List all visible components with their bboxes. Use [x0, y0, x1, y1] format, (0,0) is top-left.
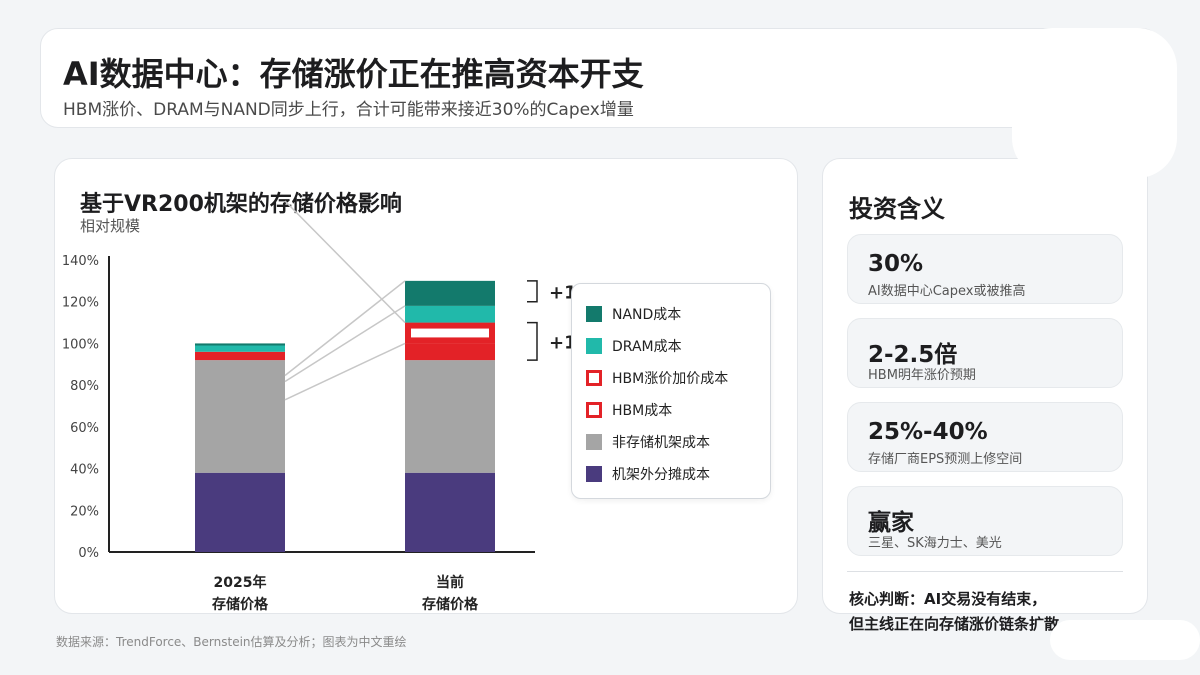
legend-label: DRAM成本: [612, 339, 682, 355]
y-tick-label: 120%: [62, 296, 99, 311]
page-title: AI数据中心：存储涨价正在推高资本开支: [63, 55, 644, 93]
metric-desc: HBM明年涨价预期: [868, 368, 976, 383]
metric-desc: 存储厂商EPS预测上修空间: [868, 452, 1023, 467]
legend-label: 机架外分摊成本: [612, 467, 710, 483]
legend-item: 非存储机架成本: [586, 426, 770, 458]
legend-item: NAND成本: [586, 298, 770, 330]
legend-swatch: [586, 370, 602, 386]
legend-swatch: [586, 402, 602, 418]
metric-desc: 三星、SK海力士、美光: [868, 536, 1002, 551]
legend-swatch: [586, 306, 602, 322]
y-tick-label: 100%: [62, 337, 99, 352]
legend-label: HBM涨价加价成本: [612, 371, 729, 387]
connector-line: [284, 200, 406, 324]
divider: [847, 571, 1123, 572]
connector-line: [284, 280, 406, 377]
core-judgment: 核心判断：AI交易没有结束， 但主线正在向存储涨价链条扩散。: [849, 587, 1074, 637]
metric-desc: AI数据中心Capex或被推高: [868, 284, 1026, 299]
legend-item: HBM成本: [586, 394, 770, 426]
legend-label: HBM成本: [612, 403, 673, 419]
metric-card-eps: 25%-40% 存储厂商EPS预测上修空间: [847, 402, 1123, 472]
metric-value: 25%-40%: [868, 419, 988, 445]
header-card: AI数据中心：存储涨价正在推高资本开支 HBM涨价、DRAM与NAND同步上行，…: [40, 28, 1160, 128]
legend-item: 机架外分摊成本: [586, 458, 770, 490]
y-tick-label: 20%: [70, 504, 99, 519]
cover-shape: [1012, 28, 1177, 178]
investment-implications-card: 投资含义 30% AI数据中心Capex或被推高 2-2.5倍 HBM明年涨价预…: [822, 158, 1148, 633]
page-subtitle: HBM涨价、DRAM与NAND同步上行，合计可能带来接近30%的Capex增量: [63, 100, 634, 120]
bar-segment: [405, 322, 495, 344]
legend-item: HBM涨价加价成本: [586, 362, 770, 394]
x-tick-label: 当前: [436, 574, 464, 591]
connector-line: [284, 342, 406, 401]
bar-segment: [195, 343, 285, 346]
bar-segment: [405, 343, 495, 361]
legend-label: NAND成本: [612, 307, 682, 323]
x-tick-label: 2025年: [214, 574, 267, 591]
metric-value: 30%: [868, 251, 924, 277]
chart-card: 基于VR200机架的存储价格影响 相对规模 0% 20% 40% 60% 80% 100%…: [54, 158, 798, 614]
bar-segment: [195, 360, 285, 473]
y-tick-label: 60%: [70, 421, 99, 436]
bar-segment: [405, 305, 495, 323]
metric-card-winners: 赢家 三星、SK海力士、美光: [847, 486, 1123, 556]
chart-legend: NAND成本 DRAM成本 HBM涨价加价成本 HBM成本非存储机架成本 机架外分摊成本: [571, 283, 771, 499]
legend-swatch: [586, 466, 602, 482]
metric-card-capex: 30% AI数据中心Capex或被推高: [847, 234, 1123, 304]
bracket: [527, 321, 538, 361]
legend-swatch: [586, 434, 602, 450]
legend-swatch: [586, 338, 602, 354]
connector-line: [284, 305, 406, 383]
side-title: 投资含义: [849, 195, 945, 223]
x-tick-label: 存储价格: [422, 596, 479, 613]
bar-segment: [405, 280, 495, 306]
bar-segment: [195, 351, 285, 361]
y-tick-label: 140%: [62, 254, 99, 269]
bracket: [527, 280, 538, 303]
x-tick-label: 存储价格: [212, 596, 269, 613]
bar-segment: [195, 472, 285, 552]
bar-segment: [195, 345, 285, 352]
legend-label: 非存储机架成本: [612, 435, 710, 451]
bar-segment: [405, 360, 495, 473]
core-judgment-line-2: 但主线正在向存储涨价链条扩散。: [849, 615, 1075, 633]
y-tick-label: 0%: [78, 546, 99, 561]
bracket-annotation: +1: [549, 332, 577, 353]
metric-value: 2-2.5倍: [868, 342, 958, 368]
source-note: 数据来源：TrendForce、Bernstein估算及分析；图表为中文重绘: [56, 635, 407, 649]
metric-value: 赢家: [868, 510, 914, 536]
bracket-annotation: +1: [549, 282, 577, 303]
chart-subtitle: 相对规模: [80, 217, 141, 235]
chart-title: 基于VR200机架的存储价格影响: [80, 192, 402, 217]
y-tick-label: 40%: [70, 463, 99, 478]
metric-card-hbm: 2-2.5倍 HBM明年涨价预期: [847, 318, 1123, 388]
core-judgment-line-1: 核心判断：AI交易没有结束，: [849, 590, 1047, 608]
legend-item: DRAM成本: [586, 330, 770, 362]
y-tick-label: 80%: [70, 379, 99, 394]
bar-segment: [405, 472, 495, 552]
cover-shape-bottom: [1050, 620, 1200, 660]
